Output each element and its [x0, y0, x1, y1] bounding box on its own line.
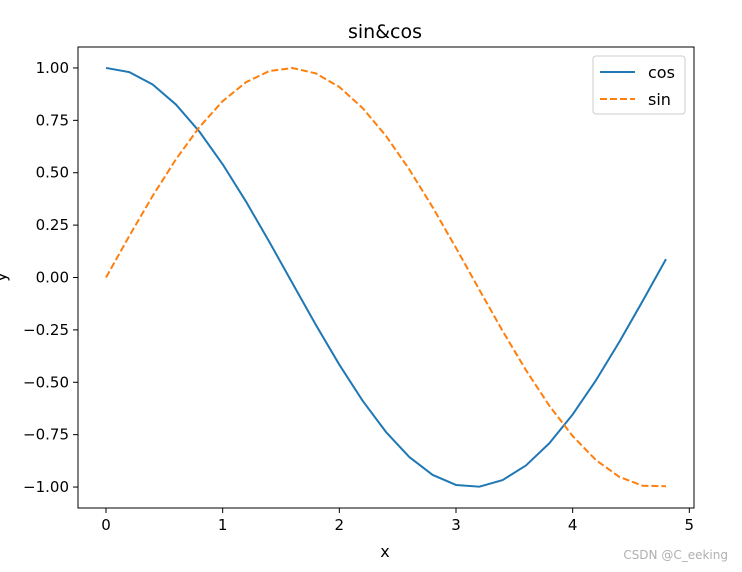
y-tick-label: 1.00 — [36, 59, 69, 77]
y-tick-label: −1.00 — [23, 478, 69, 496]
chart-title: sin&cos — [348, 21, 422, 43]
x-tick-label: 5 — [685, 516, 695, 534]
y-axis: 1.00 0.75 0.50 0.25 0.00 −0.25 −0.50 −0.75 −1.00 — [23, 59, 78, 496]
x-axis: 0 1 2 3 4 5 — [101, 508, 694, 534]
x-axis-label: x — [380, 542, 389, 561]
y-tick-label: −0.25 — [23, 321, 69, 339]
y-tick-label: 0.50 — [36, 164, 69, 182]
y-axis-label: y — [0, 272, 10, 281]
series-line-sin — [105, 67, 667, 488]
y-tick-label: 0.75 — [36, 111, 69, 129]
y-tick-label: −0.50 — [23, 373, 69, 391]
legend: cos sin — [592, 55, 686, 115]
x-tick-label: 1 — [218, 516, 228, 534]
legend-label-sin: sin — [648, 90, 671, 109]
x-tick-label: 2 — [335, 516, 345, 534]
series-line-cos — [105, 66, 667, 488]
x-tick-label: 4 — [568, 516, 578, 534]
y-tick-label: −0.75 — [23, 426, 69, 444]
legend-label-cos: cos — [648, 63, 675, 82]
watermark-text: CSDN @C_eeking — [623, 548, 728, 562]
plot-frame — [77, 46, 695, 509]
plot-area — [77, 46, 695, 509]
y-tick-label: 0.00 — [36, 269, 69, 287]
x-tick-label: 0 — [101, 516, 111, 534]
y-tick-label: 0.25 — [36, 216, 69, 234]
x-tick-label: 3 — [451, 516, 461, 534]
